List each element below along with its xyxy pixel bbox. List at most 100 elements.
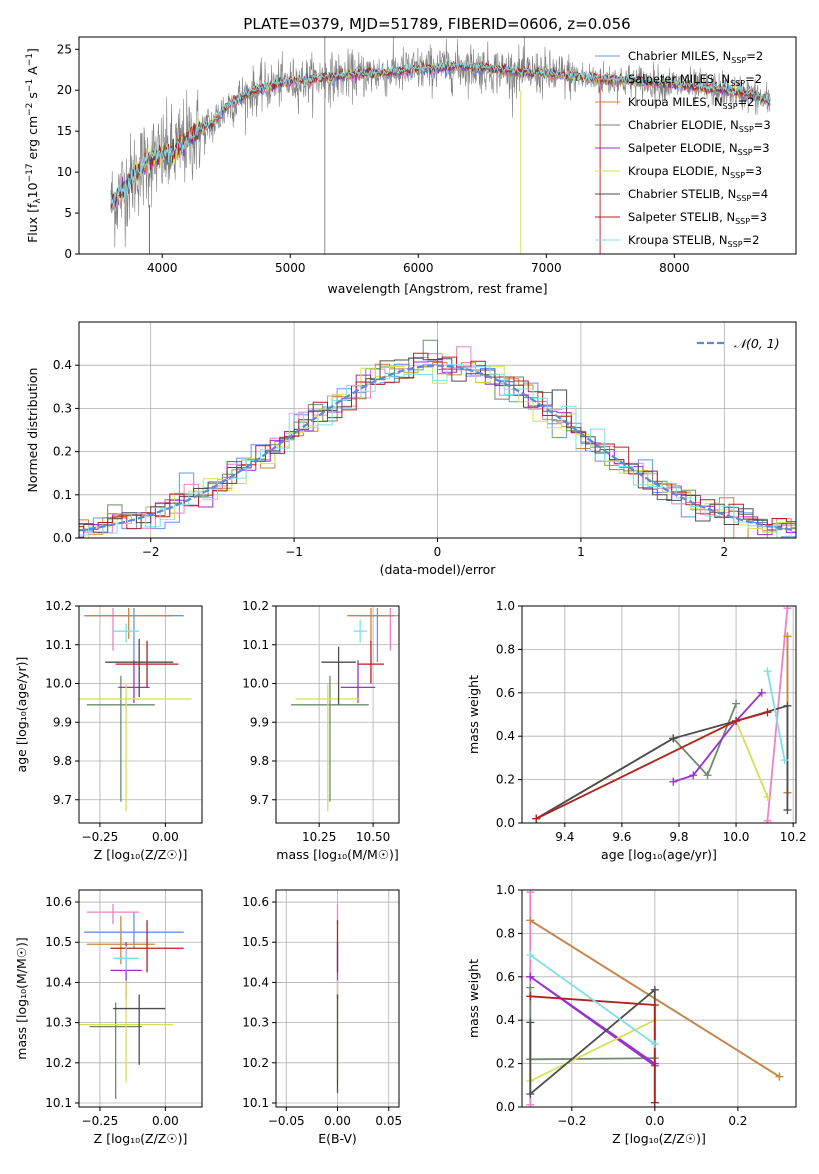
y-tick-label: 0.4 [53, 358, 72, 372]
y-tick-label: 10.2 [242, 599, 269, 613]
spectrum-panel: 4000 5000 6000 7000 8000 0 5 10 15 20 25 wavelength… [25, 36, 797, 296]
x-tick-label: 7000 [531, 261, 562, 275]
errorbar-point [113, 994, 166, 1065]
y-axis-label-part: Flux [f [25, 203, 40, 243]
errorbar-point [105, 638, 174, 698]
legend-entry: 𝒩(0, 1) [734, 336, 780, 351]
x-tick-label: 10.0 [723, 830, 750, 844]
plus-marker [650, 1001, 659, 1010]
x-tick-label: 8000 [659, 261, 690, 275]
y-tick-label: 10.4 [45, 975, 72, 989]
mass-weight-line [535, 711, 768, 820]
x-tick-label: 0.00 [152, 830, 179, 844]
legend-entry: Salpeter STELIB, NSSP=3 [628, 210, 767, 226]
x-tick-label: 9.8 [669, 830, 688, 844]
plus-marker [526, 972, 535, 981]
plus-marker [763, 667, 772, 676]
errorbar-point [86, 607, 140, 651]
y-tick-label: 10.0 [45, 677, 72, 691]
weight-vs-age-plot-area [532, 606, 792, 823]
mass-weight-line [673, 692, 763, 783]
errorbar-point [86, 904, 140, 925]
mass-weight-line [529, 987, 656, 1103]
plus-marker [783, 606, 792, 613]
y-tick-label: 10.5 [242, 935, 269, 949]
errorbar-point [358, 640, 384, 684]
y-axis-label-part: A [25, 66, 40, 79]
y-tick-label: 10.3 [242, 1016, 269, 1030]
legend-entry: Chabrier MILES, NSSP=2 [628, 49, 763, 65]
axes-frame [78, 36, 797, 255]
x-tick-label: 0.0 [645, 1114, 664, 1128]
errorbar-point [295, 683, 361, 812]
residual-histogram [79, 360, 796, 538]
y-tick-label: 20 [57, 83, 72, 97]
plus-marker [763, 816, 772, 823]
plus-marker [757, 688, 766, 697]
errorbar-point [291, 675, 369, 802]
y-tick-label: 0.2 [53, 445, 72, 459]
plus-marker [532, 814, 541, 823]
errorbar-point [89, 1002, 142, 1099]
errorbar-point [347, 607, 395, 643]
spectrum-plot-area [110, 37, 771, 254]
spectrum-legend: Chabrier MILES, NSSP=2 Salpeter MILES, NS… [595, 49, 771, 249]
grid-lines [276, 605, 399, 823]
plus-marker [669, 777, 678, 786]
plus-marker [783, 805, 792, 814]
grid-lines [79, 890, 202, 1107]
y-tick-label: 9.7 [53, 793, 72, 807]
y-axis-label: mass weight [466, 959, 481, 1038]
plus-marker [650, 1098, 659, 1107]
residuals-plot-area [79, 339, 796, 538]
residual-histogram [79, 352, 796, 530]
plus-marker [526, 1018, 535, 1027]
plus-marker [650, 1040, 659, 1049]
legend-entry: Chabrier STELIB, NSSP=4 [628, 187, 768, 203]
y-tick-label: 10.2 [242, 1056, 269, 1070]
legend-entry: Kroupa STELIB, NSSP=2 [628, 233, 759, 249]
y-tick-label: 10 [57, 165, 72, 179]
y-tick-label: 0.8 [496, 926, 515, 940]
errorbar-point [79, 980, 174, 1083]
x-tick-label: 10.50 [356, 830, 390, 844]
x-tick-label: 10.2 [780, 830, 807, 844]
y-tick-label: 0.4 [496, 729, 515, 743]
mass-weight-line [535, 719, 769, 820]
y-tick-label: 0.6 [496, 970, 515, 984]
plus-marker [689, 771, 698, 780]
x-tick-label: 1 [577, 545, 585, 559]
legend-entry: Kroupa ELODIE, NSSP=3 [628, 164, 762, 180]
residuals-legend: 𝒩(0, 1) [697, 336, 780, 351]
legend-entry: Kroupa MILES, NSSP=2 [628, 95, 754, 111]
plus-marker [526, 951, 535, 960]
x-axis-label: Z [log₁₀(Z/Z☉)] [612, 1131, 706, 1146]
y-tick-label: 9.8 [250, 754, 269, 768]
errorbar-point [86, 916, 155, 965]
mass-weight-line [529, 976, 656, 1068]
y-tick-label: 0.0 [53, 531, 72, 545]
y-tick-label: 10.6 [45, 895, 72, 909]
y-tick-label: 25 [57, 42, 72, 56]
mass-weight-line [766, 670, 786, 761]
plus-marker [526, 890, 535, 897]
y-tick-label: 15 [57, 124, 72, 138]
legend-entry: Chabrier ELODIE, NSSP=3 [628, 118, 771, 134]
y-tick-label: 9.9 [53, 715, 72, 729]
mass-vs-z-plot-area [79, 904, 184, 1099]
x-tick-label: 0.00 [324, 1114, 351, 1128]
legend-entry: Salpeter MILES, NSSP=2 [628, 72, 762, 88]
weight-vs-z-plot-area [526, 890, 784, 1107]
y-axis-label-part: erg cm [25, 116, 40, 164]
x-tick-label: −0.05 [268, 1114, 305, 1128]
plus-marker [526, 983, 535, 992]
y-axis-label-part: ] [25, 48, 40, 53]
plus-marker [732, 699, 741, 708]
y-tick-label: 0.8 [496, 642, 515, 656]
plus-marker [775, 1072, 784, 1081]
figure-title: PLATE=0379, MJD=51789, FIBERID=0606, z=0… [243, 15, 630, 33]
mass-vs-ebv-panel: −0.05 0.00 0.05 10.1 10.2 10.3 10.4 10.5 10.6 E(B… [242, 889, 402, 1146]
errorbar-point [86, 675, 155, 802]
x-tick-label: 0.00 [152, 1114, 179, 1128]
